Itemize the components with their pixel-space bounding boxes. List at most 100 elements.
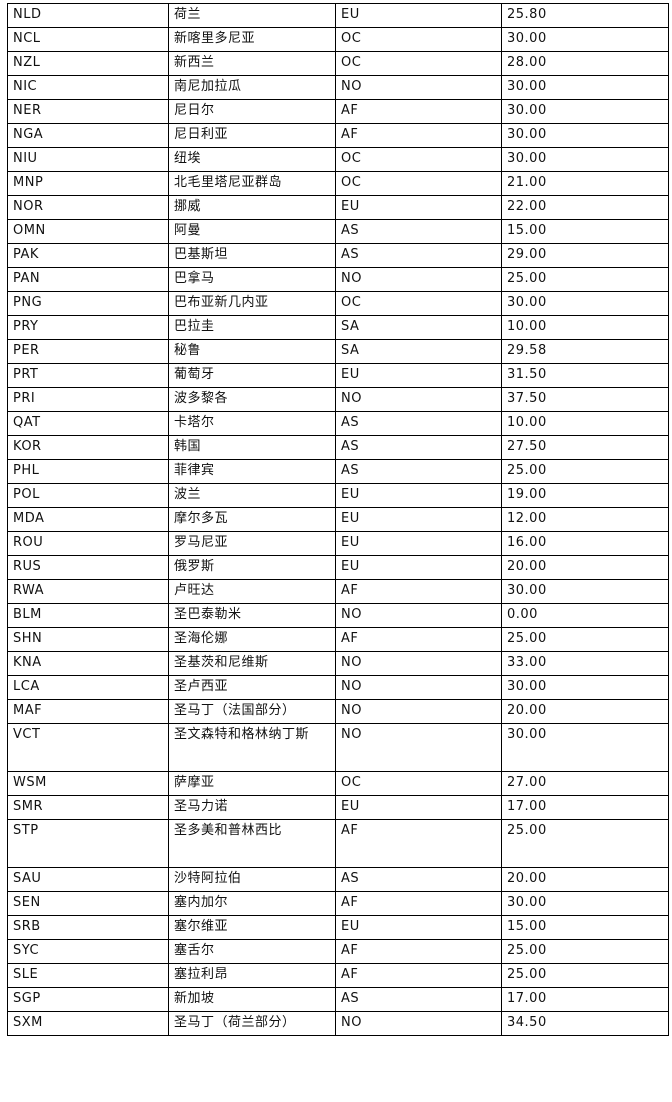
table-row: BLM 圣巴泰勒米 NO 0.00 <box>7 603 669 628</box>
table-row: SEN 塞内加尔 AF 30.00 <box>7 891 669 916</box>
continent-cell: EU <box>335 3 502 28</box>
continent-cell: NO <box>335 723 502 772</box>
continent-cell: NO <box>335 75 502 100</box>
country-code-cell: MDA <box>7 507 169 532</box>
table-row: SRB 塞尔维亚 EU 15.00 <box>7 915 669 940</box>
table-row: WSM 萨摩亚 OC 27.00 <box>7 771 669 796</box>
value-cell: 25.00 <box>501 819 669 868</box>
country-name-cell: 巴拉圭 <box>168 315 336 340</box>
country-code-cell: POL <box>7 483 169 508</box>
continent-cell: AS <box>335 459 502 484</box>
continent-cell: AF <box>335 891 502 916</box>
table-row: PRY 巴拉圭 SA 10.00 <box>7 315 669 340</box>
country-code-cell: NOR <box>7 195 169 220</box>
value-cell: 28.00 <box>501 51 669 76</box>
table-row: PRI 波多黎各 NO 37.50 <box>7 387 669 412</box>
continent-cell: EU <box>335 795 502 820</box>
table-row: STP 圣多美和普林西比 AF 25.00 <box>7 819 669 868</box>
value-cell: 37.50 <box>501 387 669 412</box>
continent-cell: AS <box>335 987 502 1012</box>
value-cell: 27.50 <box>501 435 669 460</box>
table-row: QAT 卡塔尔 AS 10.00 <box>7 411 669 436</box>
continent-cell: AS <box>335 243 502 268</box>
country-code-cell: MNP <box>7 171 169 196</box>
continent-cell: OC <box>335 147 502 172</box>
country-name-cell: 摩尔多瓦 <box>168 507 336 532</box>
continent-cell: AF <box>335 627 502 652</box>
continent-cell: NO <box>335 651 502 676</box>
country-code-cell: NGA <box>7 123 169 148</box>
country-code-cell: PAN <box>7 267 169 292</box>
value-cell: 30.00 <box>501 891 669 916</box>
table-row: MDA 摩尔多瓦 EU 12.00 <box>7 507 669 532</box>
table-row: NIU 纽埃 OC 30.00 <box>7 147 669 172</box>
country-code-cell: SRB <box>7 915 169 940</box>
country-name-cell: 北毛里塔尼亚群岛 <box>168 171 336 196</box>
table-row: NZL 新西兰 OC 28.00 <box>7 51 669 76</box>
value-cell: 25.00 <box>501 963 669 988</box>
country-code-cell: NCL <box>7 27 169 52</box>
value-cell: 15.00 <box>501 219 669 244</box>
value-cell: 30.00 <box>501 27 669 52</box>
table-row: VCT 圣文森特和格林纳丁斯 NO 30.00 <box>7 723 669 772</box>
value-cell: 30.00 <box>501 75 669 100</box>
table-row: NCL 新喀里多尼亚 OC 30.00 <box>7 27 669 52</box>
value-cell: 0.00 <box>501 603 669 628</box>
value-cell: 30.00 <box>501 723 669 772</box>
country-name-cell: 塞舌尔 <box>168 939 336 964</box>
table-row: PER 秘鲁 SA 29.58 <box>7 339 669 364</box>
country-code-cell: KOR <box>7 435 169 460</box>
continent-cell: EU <box>335 531 502 556</box>
table-row: SAU 沙特阿拉伯 AS 20.00 <box>7 867 669 892</box>
value-cell: 25.80 <box>501 3 669 28</box>
value-cell: 10.00 <box>501 411 669 436</box>
continent-cell: EU <box>335 915 502 940</box>
value-cell: 12.00 <box>501 507 669 532</box>
table-row: SMR 圣马力诺 EU 17.00 <box>7 795 669 820</box>
country-code-cell: PAK <box>7 243 169 268</box>
country-name-cell: 圣多美和普林西比 <box>168 819 336 868</box>
country-code-cell: SLE <box>7 963 169 988</box>
table-row: PRT 葡萄牙 EU 31.50 <box>7 363 669 388</box>
continent-cell: OC <box>335 771 502 796</box>
country-name-cell: 萨摩亚 <box>168 771 336 796</box>
country-code-cell: PNG <box>7 291 169 316</box>
table-row: NOR 挪威 EU 22.00 <box>7 195 669 220</box>
table-row: SLE 塞拉利昂 AF 25.00 <box>7 963 669 988</box>
value-cell: 30.00 <box>501 123 669 148</box>
value-cell: 20.00 <box>501 555 669 580</box>
country-name-cell: 圣巴泰勒米 <box>168 603 336 628</box>
country-name-cell: 巴布亚新几内亚 <box>168 291 336 316</box>
table-row: KNA 圣基茨和尼维斯 NO 33.00 <box>7 651 669 676</box>
table-row: PHL 菲律宾 AS 25.00 <box>7 459 669 484</box>
value-cell: 27.00 <box>501 771 669 796</box>
table-row: MAF 圣马丁（法国部分） NO 20.00 <box>7 699 669 724</box>
value-cell: 17.00 <box>501 987 669 1012</box>
value-cell: 10.00 <box>501 315 669 340</box>
country-code-cell: ROU <box>7 531 169 556</box>
country-code-cell: LCA <box>7 675 169 700</box>
value-cell: 17.00 <box>501 795 669 820</box>
country-name-cell: 圣文森特和格林纳丁斯 <box>168 723 336 772</box>
country-name-cell: 阿曼 <box>168 219 336 244</box>
country-code-cell: SAU <box>7 867 169 892</box>
value-cell: 33.00 <box>501 651 669 676</box>
value-cell: 30.00 <box>501 99 669 124</box>
continent-cell: EU <box>335 507 502 532</box>
table-row: NGA 尼日利亚 AF 30.00 <box>7 123 669 148</box>
country-name-cell: 新西兰 <box>168 51 336 76</box>
country-name-cell: 韩国 <box>168 435 336 460</box>
country-name-cell: 卢旺达 <box>168 579 336 604</box>
continent-cell: AS <box>335 435 502 460</box>
continent-cell: AF <box>335 939 502 964</box>
country-name-cell: 圣马力诺 <box>168 795 336 820</box>
country-code-cell: STP <box>7 819 169 868</box>
table-row: NER 尼日尔 AF 30.00 <box>7 99 669 124</box>
value-cell: 20.00 <box>501 867 669 892</box>
country-table: NLD 荷兰 EU 25.80 NCL 新喀里多尼亚 OC 30.00 NZL 新西兰 OC 28.0… <box>7 3 669 1036</box>
value-cell: 22.00 <box>501 195 669 220</box>
table-row: SYC 塞舌尔 AF 25.00 <box>7 939 669 964</box>
country-code-cell: NER <box>7 99 169 124</box>
value-cell: 34.50 <box>501 1011 669 1036</box>
continent-cell: NO <box>335 387 502 412</box>
